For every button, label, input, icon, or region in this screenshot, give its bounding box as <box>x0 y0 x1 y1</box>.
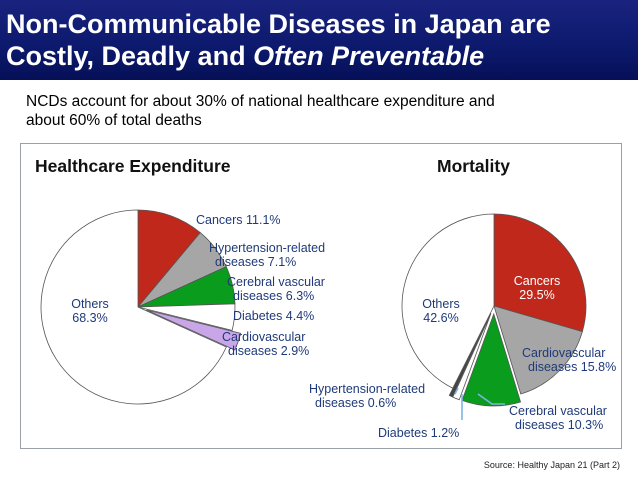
expenditure-slice-cancers <box>137 209 201 309</box>
mortality-label-cardiovascular-diseases: Cardiovascular diseases 15.8% <box>522 346 616 374</box>
mortality-label-cancers: Cancers 29.5% <box>514 274 561 302</box>
mortality-label-cerebral-vascular-diseases: Cerebral vascular diseases 10.3% <box>509 404 607 432</box>
expenditure-label-cancers: Cancers 11.1% <box>196 213 281 227</box>
slide-title-line-1: Non-Communicable Diseases in Japan are <box>6 9 551 39</box>
mortality-leader-line <box>477 393 505 405</box>
slide-title-line-2: Costly, Deadly and Often Preventable <box>6 40 638 72</box>
slide-title-plain: Costly, Deadly and <box>6 41 254 71</box>
subtitle: NCDs account for about 30% of national h… <box>26 92 626 130</box>
mortality-slice-cancers <box>493 213 587 333</box>
source-note: Source: Healthy Japan 21 (Part 2) <box>483 460 620 470</box>
mortality-leader-line <box>454 387 459 395</box>
slide-title-emphasis: Often Preventable <box>253 41 485 71</box>
expenditure-label-cerebral-vascular-diseases: Cerebral vascular diseases 6.3% <box>227 275 325 303</box>
mortality-label-diabetes: Diabetes 1.2% <box>378 426 459 440</box>
subtitle-line-1: NCDs account for about 30% of national h… <box>26 93 495 110</box>
expenditure-chart-title: Healthcare Expenditure <box>35 156 231 176</box>
mortality-slice-diabetes <box>452 313 492 401</box>
title-bar: Non-Communicable Diseases in Japan are C… <box>0 0 638 80</box>
mortality-slice-cardiovascular-diseases <box>493 305 583 395</box>
mortality-label-hypertension-related-diseases: Hypertension-related diseases 0.6% <box>309 382 425 410</box>
expenditure-label-hypertension-related-diseases: Hypertension-related diseases 7.1% <box>209 241 325 269</box>
subtitle-line-2: about 60% of total deaths <box>26 112 202 129</box>
expenditure-slice-others <box>40 209 227 405</box>
expenditure-label-others: Others 68.3% <box>71 297 109 325</box>
expenditure-label-diabetes: Diabetes 4.4% <box>233 309 314 323</box>
mortality-slice-others <box>401 213 495 389</box>
mortality-label-others: Others 42.6% <box>422 297 460 325</box>
expenditure-label-cardiovascular-diseases: Cardiovascular diseases 2.9% <box>222 330 309 358</box>
expenditure-slice-cardiovascular-diseases <box>146 309 242 351</box>
expenditure-slice-diabetes <box>137 303 236 331</box>
mortality-chart-title: Mortality <box>437 156 510 176</box>
